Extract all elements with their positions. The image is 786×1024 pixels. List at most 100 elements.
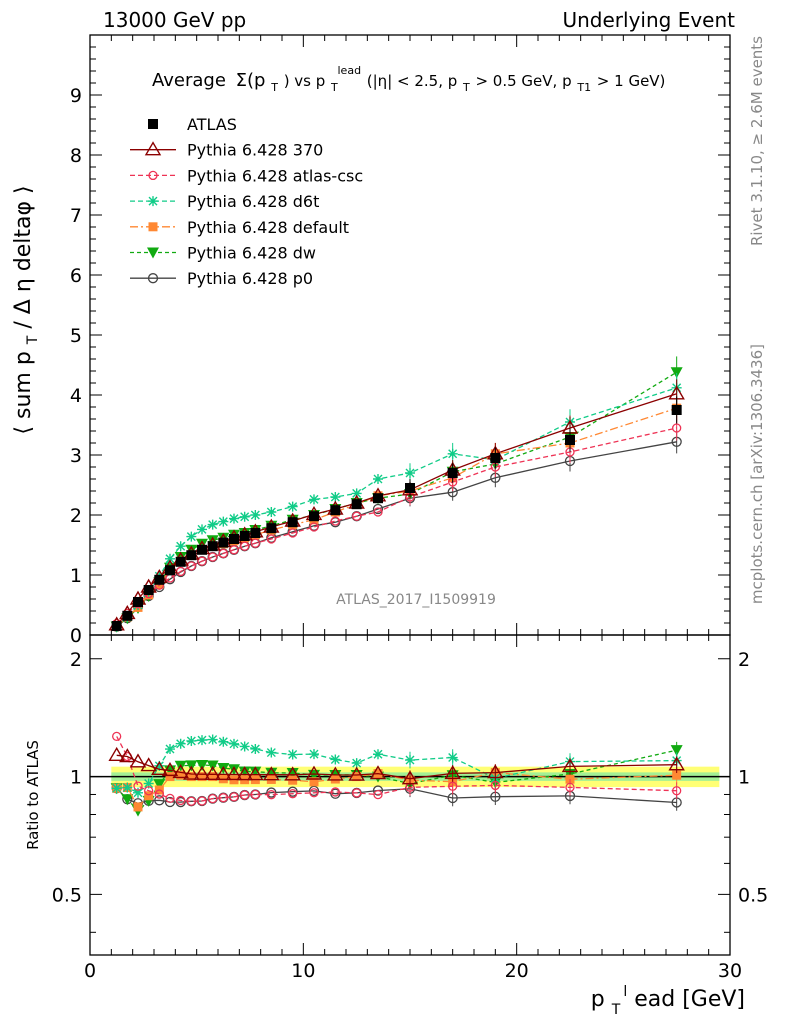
data-point-p370 xyxy=(401,770,419,785)
data-point-p370 xyxy=(668,756,685,771)
plot-title-prefix: Average xyxy=(152,70,226,91)
x-axis-label: p T l ead [GeV] xyxy=(591,977,745,1020)
data-point-d6t xyxy=(143,778,154,789)
data-point-p370 xyxy=(348,766,365,781)
data-point-atlascsc xyxy=(352,511,362,521)
data-point-p0 xyxy=(372,503,384,515)
main-y-label-sub: T xyxy=(25,335,41,345)
data-point-d6t xyxy=(186,531,197,542)
data-point-p370 xyxy=(119,748,136,763)
axis-ticks: 0 10 20 30 0 1 2 3 4 5 6 7 8 9 0.5 0.5 1 1 2 2 xyxy=(52,35,768,982)
data-point-d6t xyxy=(229,738,239,749)
ratio-series xyxy=(108,731,685,817)
plot-title-cuts-b: > 0.5 GeV, p xyxy=(475,72,571,90)
data-point-atlascsc xyxy=(309,788,319,798)
data-point-atlas xyxy=(287,517,298,528)
data-point-p370 xyxy=(183,765,200,780)
data-point-p370 xyxy=(140,757,157,772)
data-point-d6t xyxy=(165,744,175,755)
data-point-atlas xyxy=(309,511,319,522)
plot-title-cuts-sub2: T1 xyxy=(576,81,591,94)
data-point-d6t xyxy=(266,507,277,517)
data-point-p370 xyxy=(215,765,232,781)
plot-title-vs: ) vs p xyxy=(284,72,326,90)
x-axis-label-a: p xyxy=(591,987,605,1012)
data-point-atlas xyxy=(405,483,415,493)
data-point-atlascsc xyxy=(266,534,276,544)
data-point-atlas xyxy=(133,597,143,607)
data-point-atlascsc xyxy=(112,731,122,742)
data-point-p0 xyxy=(308,785,320,797)
legend-label-p0: Pythia 6.428 p0 xyxy=(187,269,313,288)
data-point-atlascsc xyxy=(672,786,682,796)
data-point-atlas xyxy=(207,541,218,552)
legend-label-d6t: Pythia 6.428 d6t xyxy=(187,192,319,211)
data-point-atlascsc xyxy=(288,528,298,538)
data-point-atlascsc xyxy=(352,788,362,798)
data-point-p0 xyxy=(175,796,186,808)
data-point-atlascsc xyxy=(373,789,383,800)
data-point-d6t xyxy=(330,492,341,502)
data-point-p0 xyxy=(330,788,341,799)
ratio-y-tick-label: 0.5 xyxy=(52,884,82,906)
data-point-atlascsc xyxy=(197,796,207,806)
data-point-atlascsc xyxy=(240,541,250,551)
data-point-atlascsc xyxy=(229,792,239,802)
data-point-d6t xyxy=(165,553,175,564)
data-point-d6t xyxy=(154,760,165,771)
data-point-d6t xyxy=(111,783,122,794)
data-point-atlascsc xyxy=(186,561,196,571)
data-point-d6t xyxy=(287,501,298,512)
data-point-d6t xyxy=(186,735,197,746)
legend-label-default: Pythia 6.428 default xyxy=(187,218,349,237)
ratio-y-tick-label: 1 xyxy=(738,767,750,789)
y-tick-label: 4 xyxy=(70,385,82,407)
y-tick-label: 6 xyxy=(70,265,82,287)
data-point-p370 xyxy=(151,760,168,776)
y-tick-label: 8 xyxy=(70,145,82,167)
data-point-atlascsc xyxy=(229,545,239,555)
mcplots-note: mcplots.cern.ch [arXiv:1306.3436] xyxy=(748,344,766,604)
data-point-dw xyxy=(670,745,683,757)
legend: ATLAS Pythia 6.428 370 Pythia 6.428 atlas-… xyxy=(130,115,363,288)
header-right: Underlying Event xyxy=(562,8,735,32)
main-y-label-a: ⟨ sum p xyxy=(11,351,36,434)
ratio-y-tick-label: 2 xyxy=(70,649,82,671)
data-point-d6t xyxy=(330,754,341,765)
data-point-p0 xyxy=(154,795,165,806)
plot-title: Average Σ(p T ) vs p T lead (|η| < 2.5, … xyxy=(152,58,665,96)
main-y-label: ⟨ sum p T / Δ η deltaφ ⟩ xyxy=(11,185,43,434)
data-point-d6t xyxy=(447,752,458,763)
data-point-d6t xyxy=(175,738,186,749)
y-tick-label: 9 xyxy=(70,85,82,107)
legend-label-atlas: ATLAS xyxy=(187,115,237,134)
data-point-atlascsc xyxy=(218,793,228,803)
data-point-atlas xyxy=(229,534,239,544)
data-point-d6t xyxy=(309,494,319,505)
data-point-d6t xyxy=(218,736,229,747)
data-point-atlas xyxy=(197,544,207,555)
data-point-d6t xyxy=(405,755,415,766)
data-point-default xyxy=(208,772,218,782)
data-point-dw xyxy=(206,535,219,547)
data-point-atlascsc xyxy=(672,423,682,433)
data-point-d6t xyxy=(250,510,261,520)
data-point-atlas xyxy=(266,523,277,534)
data-point-d6t xyxy=(309,749,319,760)
data-point-atlascsc xyxy=(176,795,186,806)
data-point-default xyxy=(186,772,196,782)
plot-title-cuts-sub1: T xyxy=(462,81,470,94)
data-point-p370 xyxy=(161,761,179,777)
y-tick-label: 0 xyxy=(70,625,82,647)
series-line-d6t xyxy=(116,387,677,628)
data-point-dw xyxy=(196,538,208,550)
data-point-atlas xyxy=(671,405,682,415)
data-point-p370 xyxy=(561,758,579,773)
data-point-atlascsc xyxy=(144,786,154,796)
data-point-atlascsc xyxy=(250,789,260,800)
data-point-atlas xyxy=(351,499,362,510)
data-point-atlas xyxy=(447,468,458,478)
data-point-d6t xyxy=(207,734,218,745)
data-point-dw xyxy=(286,767,299,779)
